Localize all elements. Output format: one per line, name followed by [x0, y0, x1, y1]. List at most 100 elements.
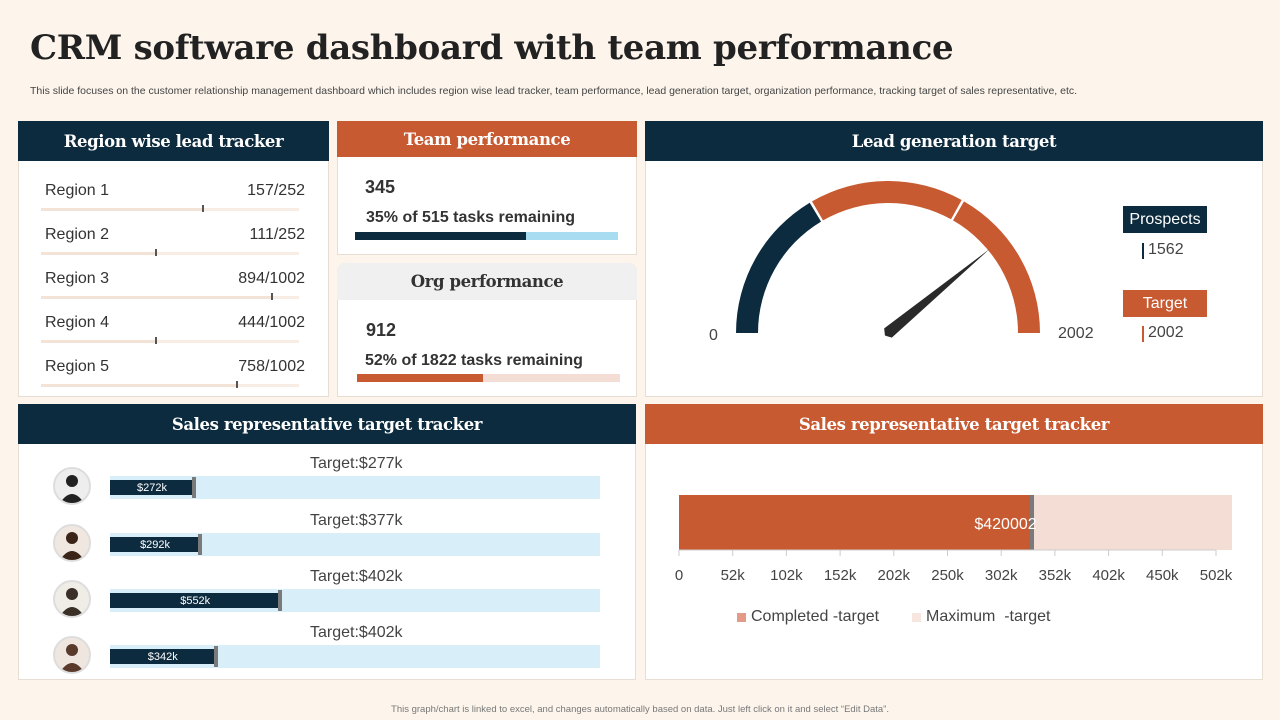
rep-value-marker: [191, 477, 196, 498]
region-fill: [41, 296, 272, 299]
rep-target-bar: [110, 645, 600, 668]
team-tasks: 35% of 515 tasks remaining: [366, 209, 575, 226]
region-fill: [41, 252, 155, 255]
region-marker: [201, 205, 204, 212]
target-marker: [1030, 495, 1035, 550]
rep-value-marker: [278, 590, 283, 611]
region-fill: [41, 340, 156, 343]
x-tick-label: 52k: [720, 567, 745, 584]
completed-value-label: $420002: [974, 516, 1036, 533]
rep-target-label: Target:$377k: [310, 512, 403, 529]
org-progress-bar: [357, 374, 620, 382]
prospects-legend: Prospects: [1123, 206, 1207, 233]
page-subtitle: This slide focuses on the customer relat…: [30, 85, 1078, 97]
legend-maximum-swatch: [912, 612, 921, 622]
rep-target-bar: [110, 476, 600, 499]
rep-value-marker: [213, 646, 218, 667]
lead-panel: [645, 121, 1263, 397]
team-progress-bar: [355, 232, 618, 240]
region-track: [41, 249, 299, 256]
rep-value-bar: $292k: [110, 537, 201, 552]
rep-value-bar: $552k: [110, 593, 281, 608]
gauge-segment-3: [953, 201, 1040, 333]
target-value: 2002: [1142, 324, 1184, 342]
region-header: Region wise lead tracker: [18, 121, 329, 161]
rep-avatar: [53, 580, 91, 618]
x-tick-label: 0: [674, 567, 684, 584]
region-fill: [41, 384, 237, 387]
x-axis-ticks: [678, 550, 1217, 556]
gauge-max-label: 2002: [1058, 325, 1094, 342]
x-tick-label: 102k: [770, 567, 803, 584]
region-row: Region 5 758/1002: [41, 358, 305, 388]
prospects-value: 1562: [1142, 241, 1184, 259]
gauge-segment-2: [812, 181, 962, 221]
team-progress-done: [355, 232, 526, 240]
x-tick-label: 402k: [1092, 567, 1125, 584]
region-row: Region 4 444/1002: [41, 314, 305, 344]
region-marker: [236, 381, 239, 388]
gauge-needle: [884, 248, 990, 338]
x-tick-label: 352k: [1038, 567, 1072, 584]
legend-completed-label: Completed -target: [751, 608, 880, 625]
region-track: [41, 205, 299, 212]
region-fill: [41, 208, 202, 211]
sales-left-header: Sales representative target tracker: [18, 404, 636, 444]
rep-target-label: Target:$402k: [310, 624, 403, 641]
region-name: Region 2: [45, 226, 110, 243]
rep-avatar: [53, 467, 91, 505]
rep-target-bar: [110, 533, 600, 556]
gauge-segment-1: [736, 202, 822, 333]
x-tick-label: 450k: [1146, 567, 1179, 584]
region-value: 157/252: [247, 182, 305, 199]
org-tasks: 52% of 1822 tasks remaining: [365, 352, 583, 369]
region-name: Region 3: [45, 270, 110, 287]
region-marker: [271, 293, 274, 300]
rep-value-bar: $272k: [110, 480, 194, 495]
team-number: 345: [365, 177, 396, 197]
legend-maximum-label: Maximum -target: [926, 608, 1051, 625]
region-value: 444/1002: [238, 314, 305, 331]
rep-avatar: [53, 636, 91, 674]
region-name: Region 5: [45, 358, 110, 375]
region-row: Region 2 111/252: [41, 226, 305, 256]
org-header: Org performance: [337, 263, 637, 300]
region-value: 758/1002: [238, 358, 305, 375]
x-tick-label: 250k: [931, 567, 964, 584]
lead-header: Lead generation target: [645, 121, 1263, 161]
rep-target-label: Target:$402k: [310, 568, 403, 585]
rep-avatar: [53, 524, 91, 562]
region-track: [41, 293, 299, 300]
x-tick-label: 202k: [877, 567, 911, 584]
sales-right-header: Sales representative target tracker: [645, 404, 1263, 444]
org-progress-done: [357, 374, 484, 382]
x-tick-label: 502k: [1199, 567, 1233, 584]
legend-completed: Completed -target: [737, 608, 879, 626]
completed-target-bar: [679, 495, 1033, 550]
region-marker: [155, 337, 158, 344]
region-track: [41, 381, 299, 388]
region-name: Region 1: [45, 182, 110, 199]
region-value: 111/252: [249, 226, 305, 243]
sales-bullet-chart: $420002: [678, 495, 1232, 556]
x-tick-label: 302k: [984, 567, 1018, 584]
region-row: Region 1 157/252: [41, 182, 305, 212]
region-name: Region 4: [45, 314, 110, 331]
target-legend: Target: [1123, 290, 1207, 317]
footer-note: This graph/chart is linked to excel, and…: [391, 704, 889, 715]
rep-value-marker: [198, 534, 203, 555]
region-row: Region 3 894/1002: [41, 270, 305, 300]
rep-target-label: Target:$277k: [310, 455, 403, 472]
team-header: Team performance: [337, 121, 637, 157]
lead-gauge: [736, 181, 1040, 338]
legend-completed-swatch: [737, 612, 746, 622]
page-title: CRM software dashboard with team perform…: [30, 28, 954, 68]
region-marker: [154, 249, 157, 256]
gauge-min-label: 0: [709, 327, 718, 344]
region-value: 894/1002: [238, 270, 305, 287]
region-panel: [18, 121, 329, 397]
legend-maximum: Maximum -target: [912, 608, 1050, 626]
region-track: [41, 337, 299, 344]
rep-value-bar: $342k: [110, 649, 216, 664]
org-number: 912: [366, 320, 397, 340]
